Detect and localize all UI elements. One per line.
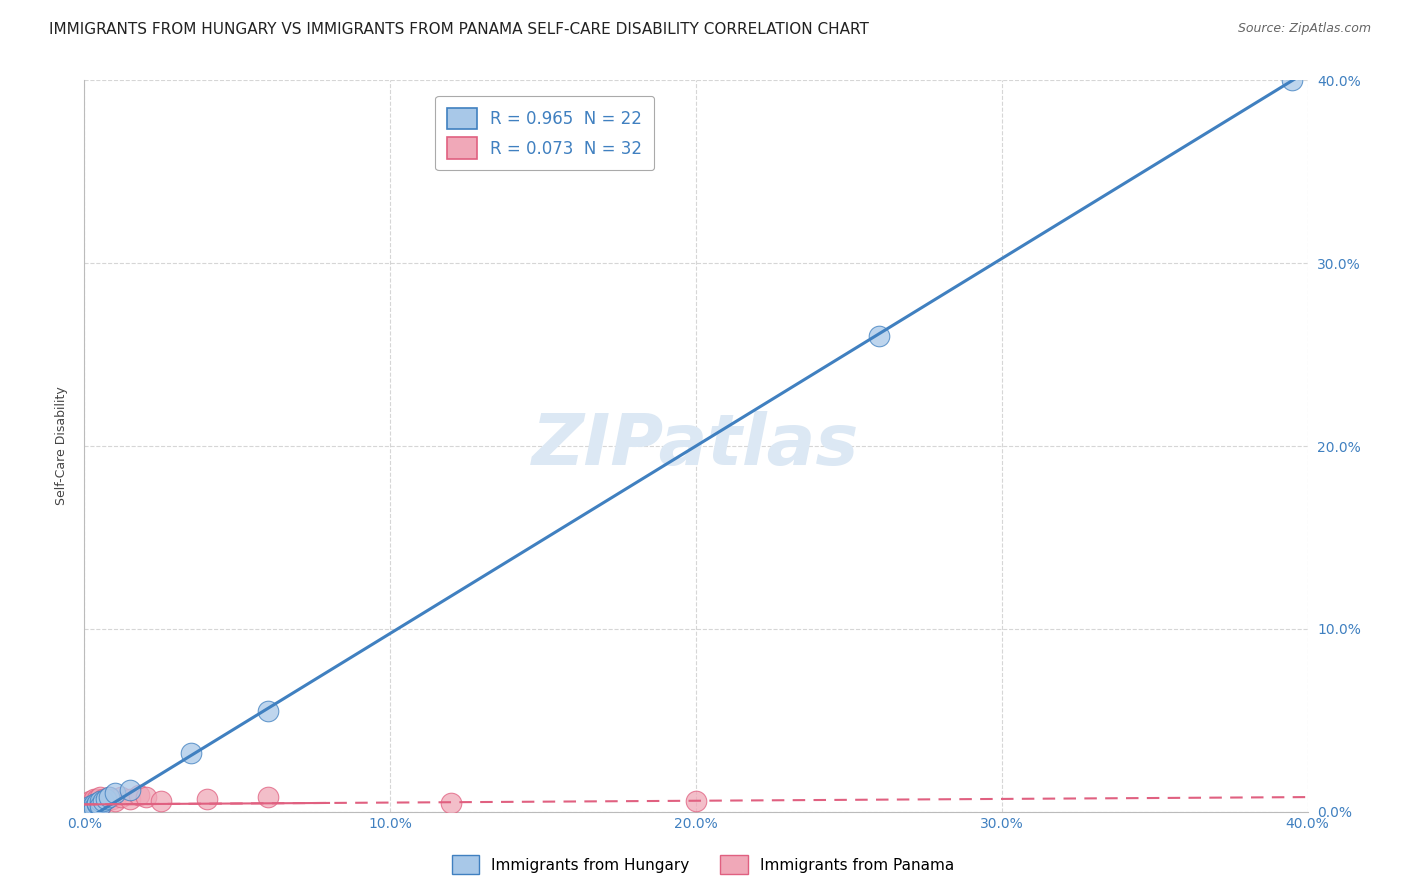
Y-axis label: Self-Care Disability: Self-Care Disability	[55, 386, 69, 506]
Point	[83, 801, 105, 815]
Point	[83, 799, 105, 814]
Point	[79, 794, 101, 808]
Point	[149, 794, 172, 808]
Point	[89, 790, 111, 805]
Point	[83, 794, 105, 808]
Text: Source: ZipAtlas.com: Source: ZipAtlas.com	[1237, 22, 1371, 36]
Point	[180, 746, 202, 760]
Point	[89, 794, 111, 808]
Point	[110, 790, 132, 805]
Point	[79, 801, 101, 815]
Point	[89, 797, 111, 812]
Legend: Immigrants from Hungary, Immigrants from Panama: Immigrants from Hungary, Immigrants from…	[446, 849, 960, 880]
Point	[440, 796, 463, 810]
Point	[257, 790, 280, 805]
Point	[135, 790, 157, 805]
Point	[86, 799, 108, 814]
Point	[89, 797, 111, 812]
Point	[83, 799, 105, 814]
Point	[76, 797, 98, 812]
Point	[83, 792, 105, 806]
Point	[195, 792, 218, 806]
Text: IMMIGRANTS FROM HUNGARY VS IMMIGRANTS FROM PANAMA SELF-CARE DISABILITY CORRELATI: IMMIGRANTS FROM HUNGARY VS IMMIGRANTS FR…	[49, 22, 869, 37]
Point	[91, 796, 114, 810]
Point	[76, 796, 98, 810]
Point	[86, 796, 108, 810]
Point	[79, 797, 101, 812]
Point	[86, 792, 108, 806]
Point	[94, 792, 117, 806]
Point	[101, 792, 124, 806]
Point	[89, 799, 111, 814]
Point	[869, 329, 891, 343]
Point	[91, 794, 114, 808]
Point	[86, 796, 108, 810]
Point	[104, 794, 127, 808]
Point	[76, 803, 98, 817]
Point	[76, 801, 98, 815]
Point	[120, 792, 142, 806]
Point	[79, 799, 101, 814]
Point	[83, 797, 105, 812]
Point	[104, 787, 127, 801]
Point	[91, 792, 114, 806]
Point	[76, 799, 98, 814]
Legend: R = 0.965  N = 22, R = 0.073  N = 32: R = 0.965 N = 22, R = 0.073 N = 32	[436, 96, 654, 170]
Point	[685, 794, 707, 808]
Point	[257, 704, 280, 718]
Point	[79, 801, 101, 815]
Point	[1281, 73, 1303, 87]
Point	[97, 790, 120, 805]
Point	[120, 782, 142, 797]
Point	[86, 797, 108, 812]
Point	[79, 796, 101, 810]
Point	[128, 789, 150, 803]
Point	[79, 803, 101, 817]
Point	[89, 794, 111, 808]
Point	[97, 790, 120, 805]
Text: ZIPatlas: ZIPatlas	[533, 411, 859, 481]
Point	[83, 796, 105, 810]
Point	[94, 794, 117, 808]
